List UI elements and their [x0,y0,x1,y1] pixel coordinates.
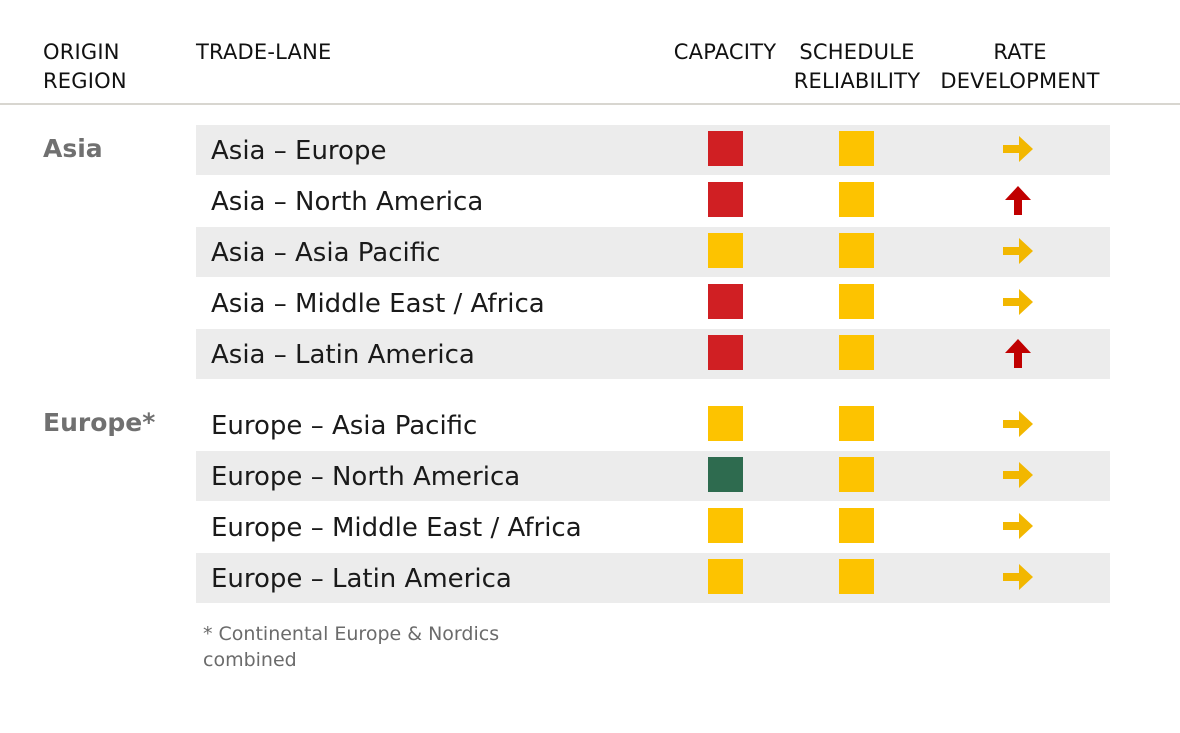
table-row: Asia – Middle East / Africa [196,278,1110,328]
rate-header-line1: RATE [993,40,1047,64]
capacity-status-square [708,131,743,166]
schedule-reliability-status-square [839,335,874,370]
flat-arrow-icon [999,507,1037,545]
capacity-status-square [708,335,743,370]
capacity-status-square [708,559,743,594]
origin-header-line1: ORIGIN [43,40,120,64]
up-arrow-icon [999,181,1037,219]
schedule-reliability-status-square [839,233,874,268]
flat-arrow-icon [999,232,1037,270]
table-row: Asia – Asia Pacific [196,227,1110,277]
origin-region-header: ORIGIN REGION [43,38,127,96]
flat-arrow-icon [999,283,1037,321]
trade-lane-label: Asia – Middle East / Africa [211,289,545,319]
trade-lane-label: Asia – Europe [211,136,387,166]
schedule-reliability-status-square [839,284,874,319]
schedule-header-line1: SCHEDULE [799,40,915,64]
footnote: * Continental Europe & Nordics combined [203,621,543,673]
footnote-line2: combined [203,649,297,671]
trade-lane-label: Asia – Latin America [211,340,475,370]
schedule-header-line2: RELIABILITY [793,69,921,93]
capacity-status-square [708,406,743,441]
table-row: Asia – Latin America [196,329,1110,379]
up-arrow-icon [999,334,1037,372]
region-label-europe: Europe* [43,408,156,437]
rate-header-line2: DEVELOPMENT [940,69,1100,93]
flat-arrow-icon [999,558,1037,596]
trade-lane-label: Asia – North America [211,187,484,217]
table-row: Europe – North America [196,451,1110,501]
footnote-line1: * Continental Europe & Nordics [203,623,500,645]
header-divider [0,103,1180,105]
capacity-status-square [708,182,743,217]
flat-arrow-icon [999,456,1037,494]
schedule-reliability-status-square [839,457,874,492]
origin-header-line2: REGION [43,69,127,93]
capacity-status-square [708,457,743,492]
schedule-reliability-status-square [839,406,874,441]
trade-lane-header: TRADE-LANE [196,40,332,64]
schedule-reliability-status-square [839,182,874,217]
region-label-asia: Asia [43,134,103,163]
rate-development-header: RATE DEVELOPMENT [930,38,1110,96]
schedule-reliability-status-square [839,559,874,594]
capacity-status-square [708,233,743,268]
schedule-reliability-status-square [839,131,874,166]
table-row: Europe – Asia Pacific [196,400,1110,450]
capacity-header: CAPACITY [673,40,777,64]
table-row: Europe – Middle East / Africa [196,502,1110,552]
trade-lane-label: Asia – Asia Pacific [211,238,441,268]
trade-lane-label: Europe – Asia Pacific [211,411,478,441]
table-row: Asia – North America [196,176,1110,226]
capacity-status-square [708,284,743,319]
trade-lane-label: Europe – Latin America [211,564,512,594]
table-row: Europe – Latin America [196,553,1110,603]
flat-arrow-icon [999,405,1037,443]
flat-arrow-icon [999,130,1037,168]
schedule-reliability-status-square [839,508,874,543]
table-row: Asia – Europe [196,125,1110,175]
capacity-status-square [708,508,743,543]
schedule-reliability-header: SCHEDULE RELIABILITY [787,38,927,96]
trade-lane-label: Europe – North America [211,462,521,492]
trade-lane-label: Europe – Middle East / Africa [211,513,582,543]
